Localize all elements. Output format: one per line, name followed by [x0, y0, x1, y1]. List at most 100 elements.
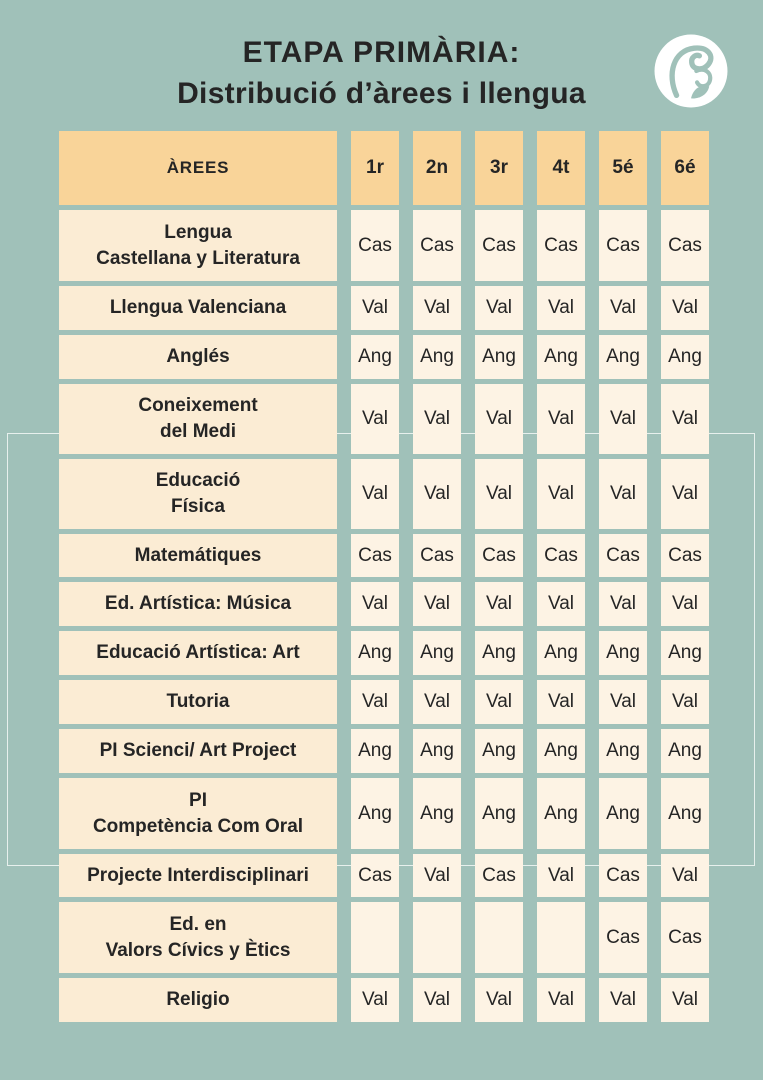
grade-header-cell-4t: 4t [537, 131, 585, 205]
language-value-cell: Cas [475, 210, 523, 281]
areas-table: ÀREES 1r 2n 3r 4t 5é 6é Lengua Castellan… [59, 131, 709, 1022]
language-value-cell: Val [537, 459, 585, 529]
language-value-cell: Val [599, 978, 647, 1022]
language-value-cell: Ang [475, 335, 523, 379]
mother-and-child-logo-icon [653, 33, 729, 109]
language-value-cell: Cas [351, 210, 399, 281]
language-value-cell: Val [413, 459, 461, 529]
grade-header-cell-2n: 2n [413, 131, 461, 205]
language-value-cell: Val [537, 680, 585, 724]
language-value-cell: Cas [661, 534, 709, 577]
language-value-cell: Val [599, 680, 647, 724]
language-value-cell: Ang [599, 631, 647, 675]
grade-header-cell-5e: 5é [599, 131, 647, 205]
language-value-cell: Val [351, 459, 399, 529]
language-value-cell: Ang [537, 335, 585, 379]
language-value-cell: Ang [351, 729, 399, 773]
language-value-cell: Cas [599, 534, 647, 577]
language-value-cell: Ang [537, 631, 585, 675]
language-value-cell: Cas [599, 854, 647, 897]
language-value-cell: Ang [661, 778, 709, 849]
language-value-cell: Ang [475, 729, 523, 773]
language-value-cell: Val [413, 384, 461, 454]
language-value-cell: Ang [537, 778, 585, 849]
language-value-cell: Val [599, 582, 647, 626]
language-value-cell: Val [351, 978, 399, 1022]
language-value-cell [475, 902, 523, 973]
language-value-cell: Ang [413, 335, 461, 379]
area-name-cell: Educació Física [59, 459, 337, 529]
grade-header-cell-6e: 6é [661, 131, 709, 205]
language-value-cell: Ang [599, 335, 647, 379]
language-value-cell: Val [537, 854, 585, 897]
language-value-cell: Val [475, 384, 523, 454]
area-name-cell: Religio [59, 978, 337, 1022]
language-value-cell: Cas [475, 854, 523, 897]
language-value-cell: Ang [475, 631, 523, 675]
language-value-cell: Val [475, 286, 523, 330]
area-name-cell: Matemátiques [59, 534, 337, 577]
page-title: ETAPA PRIMÀRIA: Distribució d’àrees i ll… [0, 36, 763, 111]
language-value-cell: Val [475, 978, 523, 1022]
language-value-cell: Ang [351, 778, 399, 849]
language-value-cell: Val [413, 286, 461, 330]
language-value-cell: Cas [661, 210, 709, 281]
language-value-cell: Val [661, 582, 709, 626]
language-value-cell [413, 902, 461, 973]
language-value-cell: Ang [475, 778, 523, 849]
language-value-cell: Val [537, 286, 585, 330]
language-value-cell: Cas [475, 534, 523, 577]
language-value-cell: Val [413, 978, 461, 1022]
language-value-cell: Val [537, 384, 585, 454]
area-name-cell: Lengua Castellana y Literatura [59, 210, 337, 281]
areas-header-cell: ÀREES [59, 131, 337, 205]
language-value-cell: Val [661, 384, 709, 454]
language-value-cell: Cas [537, 210, 585, 281]
language-value-cell: Cas [537, 534, 585, 577]
area-name-cell: Ed. Artística: Música [59, 582, 337, 626]
language-value-cell: Cas [413, 534, 461, 577]
language-value-cell: Val [413, 680, 461, 724]
language-value-cell: Ang [661, 729, 709, 773]
area-name-cell: Anglés [59, 335, 337, 379]
grade-header-cell-1r: 1r [351, 131, 399, 205]
area-name-cell: PI Competència Com Oral [59, 778, 337, 849]
language-value-cell: Val [599, 459, 647, 529]
grade-header-cell-3r: 3r [475, 131, 523, 205]
language-value-cell: Ang [661, 335, 709, 379]
language-value-cell: Cas [413, 210, 461, 281]
language-value-cell: Val [661, 680, 709, 724]
language-value-cell: Ang [599, 778, 647, 849]
language-value-cell: Val [351, 384, 399, 454]
language-value-cell: Val [599, 286, 647, 330]
language-value-cell: Val [413, 854, 461, 897]
language-value-cell: Ang [351, 335, 399, 379]
language-value-cell: Cas [351, 534, 399, 577]
language-value-cell: Val [475, 680, 523, 724]
area-name-cell: Projecte Interdisciplinari [59, 854, 337, 897]
language-value-cell: Ang [537, 729, 585, 773]
language-value-cell: Ang [413, 778, 461, 849]
language-value-cell [537, 902, 585, 973]
language-value-cell: Ang [413, 729, 461, 773]
language-value-cell: Val [351, 680, 399, 724]
area-name-cell: Tutoria [59, 680, 337, 724]
language-value-cell: Val [475, 459, 523, 529]
language-value-cell: Val [599, 384, 647, 454]
language-value-cell: Val [661, 286, 709, 330]
language-value-cell: Val [475, 582, 523, 626]
language-value-cell: Val [661, 854, 709, 897]
area-name-cell: Ed. en Valors Cívics y Ètics [59, 902, 337, 973]
language-value-cell: Ang [661, 631, 709, 675]
language-value-cell: Cas [599, 902, 647, 973]
area-name-cell: Llengua Valenciana [59, 286, 337, 330]
area-name-cell: PI Scienci/ Art Project [59, 729, 337, 773]
language-value-cell: Val [537, 978, 585, 1022]
language-value-cell [351, 902, 399, 973]
language-value-cell: Val [537, 582, 585, 626]
language-value-cell: Cas [599, 210, 647, 281]
language-value-cell: Cas [351, 854, 399, 897]
language-value-cell: Ang [599, 729, 647, 773]
language-value-cell: Val [351, 286, 399, 330]
